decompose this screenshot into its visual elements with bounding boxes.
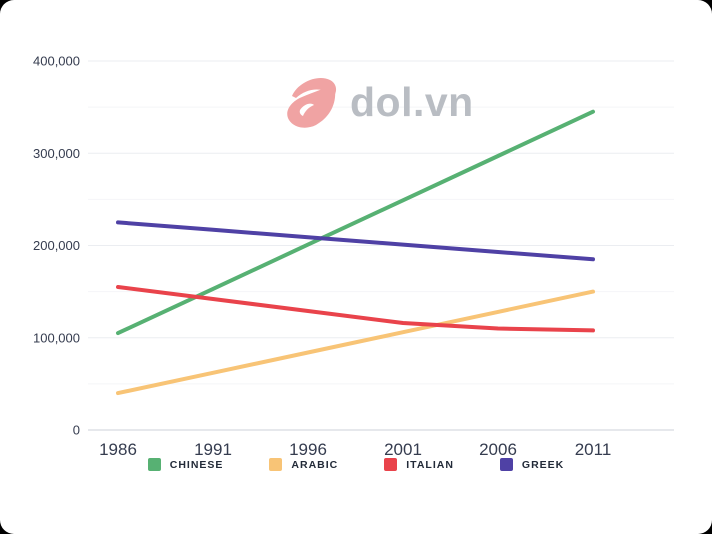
x-tick-label: 1991: [194, 440, 232, 459]
y-tick-label: 100,000: [33, 330, 80, 345]
y-tick-label: 400,000: [33, 54, 80, 69]
series-lines: [116, 109, 595, 396]
legend-swatch-chinese: [147, 458, 161, 471]
series-line-chinese: [116, 109, 595, 336]
legend-label: GREEK: [521, 458, 565, 471]
legend-item-arabic: ARABIC: [269, 458, 338, 471]
x-tick-label: 2006: [479, 440, 517, 459]
y-tick-label: 0: [73, 423, 80, 438]
legend-label: ARABIC: [291, 458, 339, 471]
legend-label: ITALIAN: [406, 458, 454, 471]
legend-swatch-greek: [499, 458, 513, 471]
y-axis-labels: 0 100,000 200,000 300,000 400,000: [33, 54, 80, 438]
x-axis-labels: 1986 1991 1996 2001 2006 2011: [99, 440, 611, 459]
legend-swatch-arabic: [269, 458, 283, 471]
y-tick-label: 300,000: [33, 146, 80, 161]
series-line-greek: [116, 220, 595, 262]
x-tick-label: 2001: [384, 440, 422, 459]
legend-item-chinese: CHINESE: [147, 458, 224, 471]
legend-label: CHINESE: [169, 458, 224, 471]
x-tick-label: 2011: [575, 440, 612, 459]
legend-item-italian: ITALIAN: [384, 458, 454, 471]
series-line-arabic: [116, 289, 595, 396]
legend-item-greek: GREEK: [499, 458, 565, 471]
legend: CHINESE ARABIC ITALIAN GREEK: [0, 458, 712, 471]
gridlines: [88, 60, 674, 431]
y-tick-label: 200,000: [33, 238, 80, 253]
series-line-italian: [116, 285, 595, 333]
legend-swatch-italian: [384, 458, 398, 471]
x-tick-label: 1996: [289, 440, 327, 459]
x-tick-label: 1986: [99, 440, 137, 459]
